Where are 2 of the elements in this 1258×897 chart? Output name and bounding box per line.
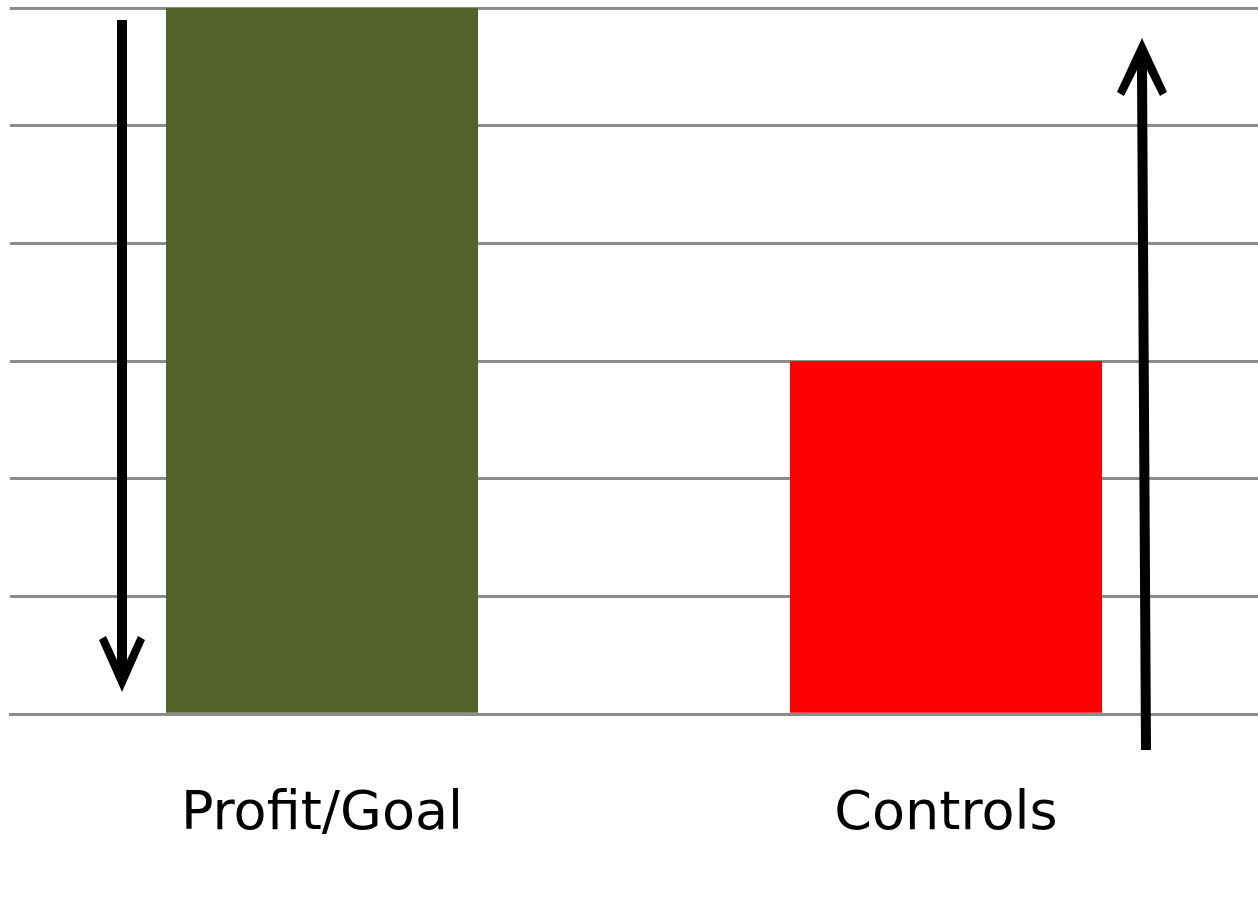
x-tick-label: Profit/Goal (180, 778, 464, 842)
x-tick-label: Controls (834, 778, 1058, 842)
